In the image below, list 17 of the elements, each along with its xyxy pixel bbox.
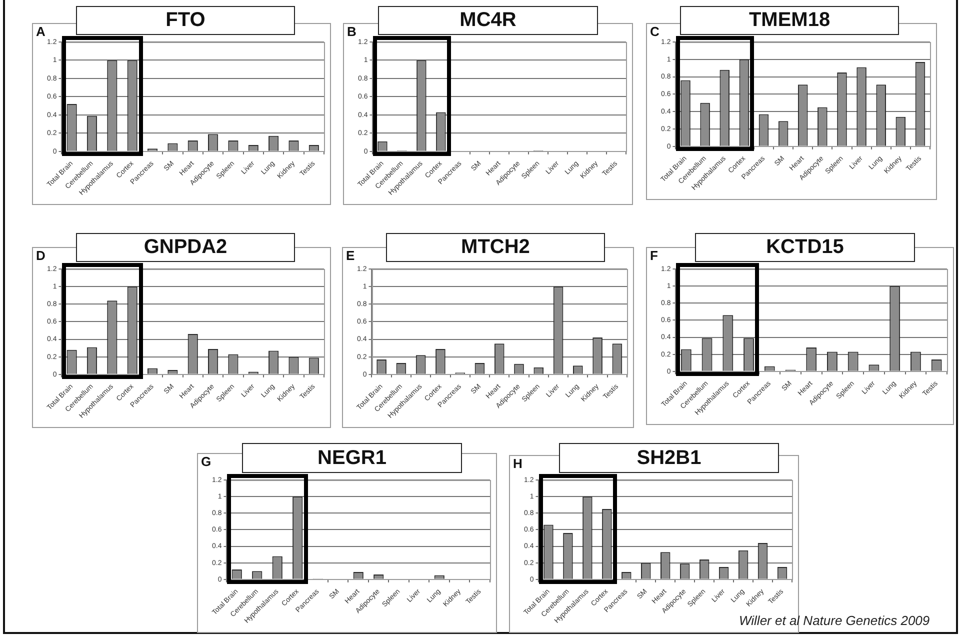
text: C bbox=[650, 24, 660, 39]
text: A bbox=[36, 24, 46, 39]
chart-title: MC4R bbox=[378, 6, 598, 35]
chart-title: TMEM18 bbox=[680, 6, 899, 35]
text: H bbox=[513, 456, 522, 471]
text: E bbox=[346, 248, 355, 263]
text: Willer et al Nature Genetics 2009 bbox=[739, 613, 930, 628]
text: D bbox=[36, 248, 46, 263]
text: B bbox=[347, 24, 356, 39]
chart-title: SH2B1 bbox=[559, 443, 779, 473]
chart-title: FTO bbox=[76, 6, 295, 35]
chart-title: NEGR1 bbox=[242, 443, 462, 473]
chart-title: KCTD15 bbox=[695, 233, 915, 262]
text: G bbox=[201, 454, 212, 469]
text: F bbox=[650, 248, 658, 263]
chart-title: MTCH2 bbox=[386, 233, 605, 262]
chart-title: GNPDA2 bbox=[76, 233, 295, 262]
